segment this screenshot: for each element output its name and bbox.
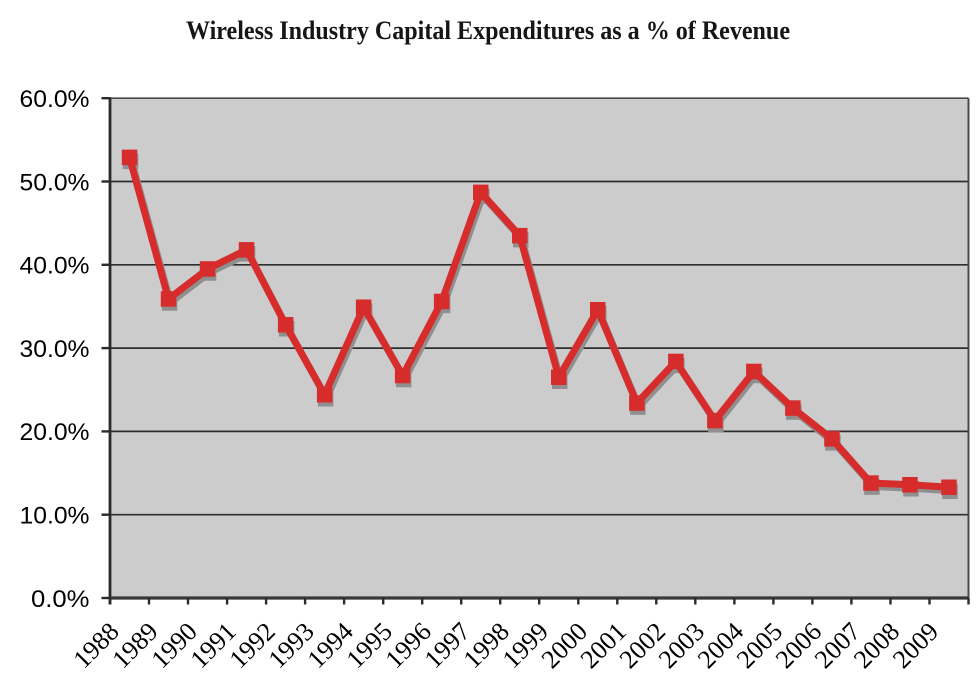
svg-text:50.0%: 50.0% [20, 169, 90, 196]
svg-text:40.0%: 40.0% [20, 253, 90, 280]
svg-text:10.0%: 10.0% [20, 503, 90, 530]
svg-text:20.0%: 20.0% [20, 419, 90, 446]
svg-text:0.0%: 0.0% [31, 586, 90, 613]
svg-text:60.0%: 60.0% [20, 86, 90, 113]
svg-text:Wireless Industry Capital Expe: Wireless Industry Capital Expenditures a… [186, 15, 790, 45]
svg-text:30.0%: 30.0% [20, 336, 90, 363]
